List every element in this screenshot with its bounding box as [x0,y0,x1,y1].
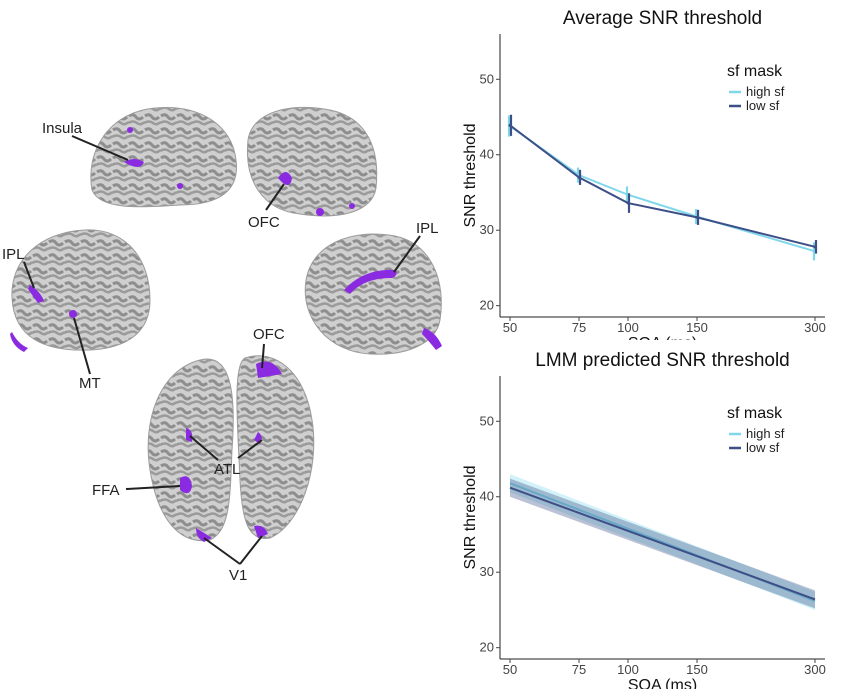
data-point [508,123,512,127]
x-axis-label: SOA (ms) [628,677,697,689]
label-ipl-right: IPL [416,220,439,237]
data-point [577,175,581,179]
data-point [695,215,699,219]
label-atl: ATL [214,461,240,478]
activation-ipl-left [28,285,44,303]
activation-insula-left [124,159,144,167]
label-ffa: FFA [92,482,120,499]
y-tick-label: 30 [480,564,494,579]
y-tick-label: 40 [480,489,494,504]
activation-ofc-top [278,172,292,185]
label-pointers [23,135,421,565]
brain-middle-right [304,233,442,355]
legend-title: sf mask [727,405,783,422]
brain-top-left [90,107,237,208]
label-mt: MT [79,375,101,392]
x-tick-label: 100 [617,320,639,335]
y-tick-label: 50 [480,413,494,428]
y-axis-label: SNR threshold [462,465,479,569]
legend-label: low sf [746,98,780,113]
x-tick-label: 150 [686,320,708,335]
chart-average-snr: Average SNR threshold 20 30 40 50 50 75 100 150 3… [462,8,826,340]
activation-ipl-right [344,269,397,294]
label-ofc-bottom: OFC [253,326,285,343]
y-axis-label: SNR threshold [462,123,479,227]
x-tick-label: 100 [617,662,639,677]
y-tick-label: 20 [480,298,494,313]
label-ipl-left: IPL [2,246,25,263]
chart-title: Average SNR threshold [563,8,762,29]
x-tick-label: 50 [503,320,517,335]
series-line-1 [509,124,816,248]
x-tick-label: 50 [503,662,517,677]
activation-ffa [180,476,192,494]
data-point [813,245,817,249]
y-tick-label: 50 [480,71,494,86]
brain-top-right [246,106,378,217]
data-point [626,201,630,205]
legend-label: low sf [746,440,780,455]
legend-title: sf mask [727,63,783,80]
brain-figure: Insula OFC IPL IPL MT OFC ATL FFA V1 [2,106,442,584]
label-v1: V1 [229,567,247,584]
x-tick-label: 300 [804,320,826,335]
chart-title: LMM predicted SNR threshold [535,350,790,371]
x-tick-label: 75 [572,320,586,335]
activation-atl-left [186,428,193,442]
brain-ventral-left [147,358,234,542]
x-axis-label: SOA (ms) [628,335,697,340]
series-line-1 [509,486,816,601]
series-line-0 [509,125,816,253]
chart-lmm-predicted: LMM predicted SNR threshold 20 30 40 50 50 75 1… [462,350,826,689]
x-tick-label: 75 [572,662,586,677]
y-tick-label: 30 [480,222,494,237]
legend-label: high sf [746,84,785,99]
x-tick-label: 300 [804,662,826,677]
y-tick-label: 40 [480,147,494,162]
activation-mt [69,310,77,318]
label-insula: Insula [42,120,83,137]
label-ofc-top: OFC [248,214,280,231]
legend-label: high sf [746,426,785,441]
brain-middle-left [10,229,151,352]
y-tick-label: 20 [480,640,494,655]
x-tick-label: 150 [686,662,708,677]
brain-ventral-right [236,355,315,539]
